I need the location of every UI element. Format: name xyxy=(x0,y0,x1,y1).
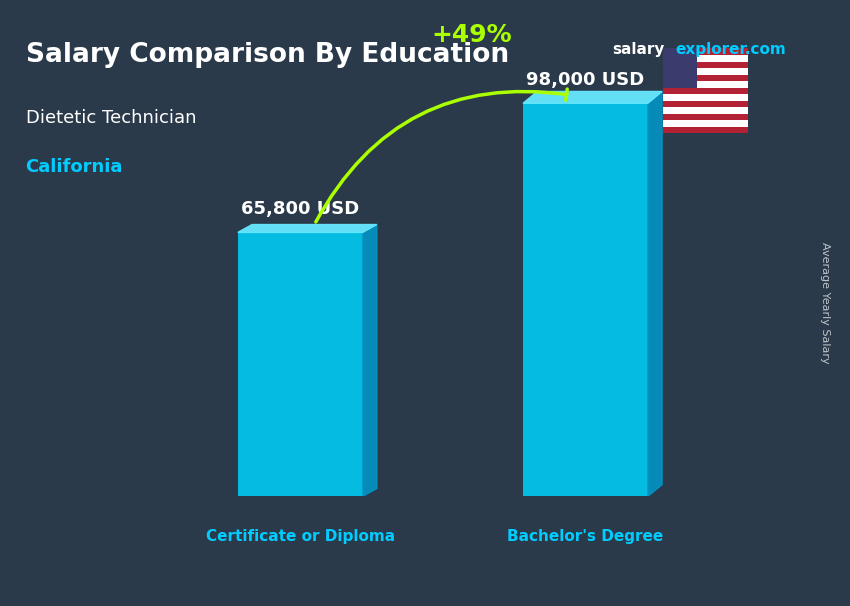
Bar xyxy=(663,48,748,55)
Text: Bachelor's Degree: Bachelor's Degree xyxy=(507,528,664,544)
Text: 65,800 USD: 65,800 USD xyxy=(241,201,360,218)
Bar xyxy=(663,107,748,114)
Polygon shape xyxy=(238,224,377,233)
Text: +49%: +49% xyxy=(431,23,512,47)
Bar xyxy=(663,62,748,68)
Text: explorer.com: explorer.com xyxy=(676,42,786,58)
Bar xyxy=(663,81,748,88)
Bar xyxy=(663,114,748,120)
Text: Average Yearly Salary: Average Yearly Salary xyxy=(819,242,830,364)
Text: Certificate or Diploma: Certificate or Diploma xyxy=(206,528,394,544)
Text: 98,000 USD: 98,000 USD xyxy=(526,72,644,89)
Bar xyxy=(663,75,748,81)
Polygon shape xyxy=(648,92,662,496)
Polygon shape xyxy=(523,92,662,103)
Text: salary: salary xyxy=(612,42,665,58)
FancyBboxPatch shape xyxy=(523,103,648,496)
Bar xyxy=(663,55,748,62)
Bar xyxy=(663,127,748,133)
Text: California: California xyxy=(26,158,123,176)
Text: Salary Comparison By Education: Salary Comparison By Education xyxy=(26,42,508,68)
Text: Dietetic Technician: Dietetic Technician xyxy=(26,109,196,127)
Bar xyxy=(663,101,748,107)
Bar xyxy=(663,120,748,127)
FancyBboxPatch shape xyxy=(238,233,363,496)
Bar xyxy=(663,68,748,75)
Bar xyxy=(663,48,697,88)
Polygon shape xyxy=(363,224,377,496)
Bar xyxy=(663,94,748,101)
Bar xyxy=(663,88,748,94)
